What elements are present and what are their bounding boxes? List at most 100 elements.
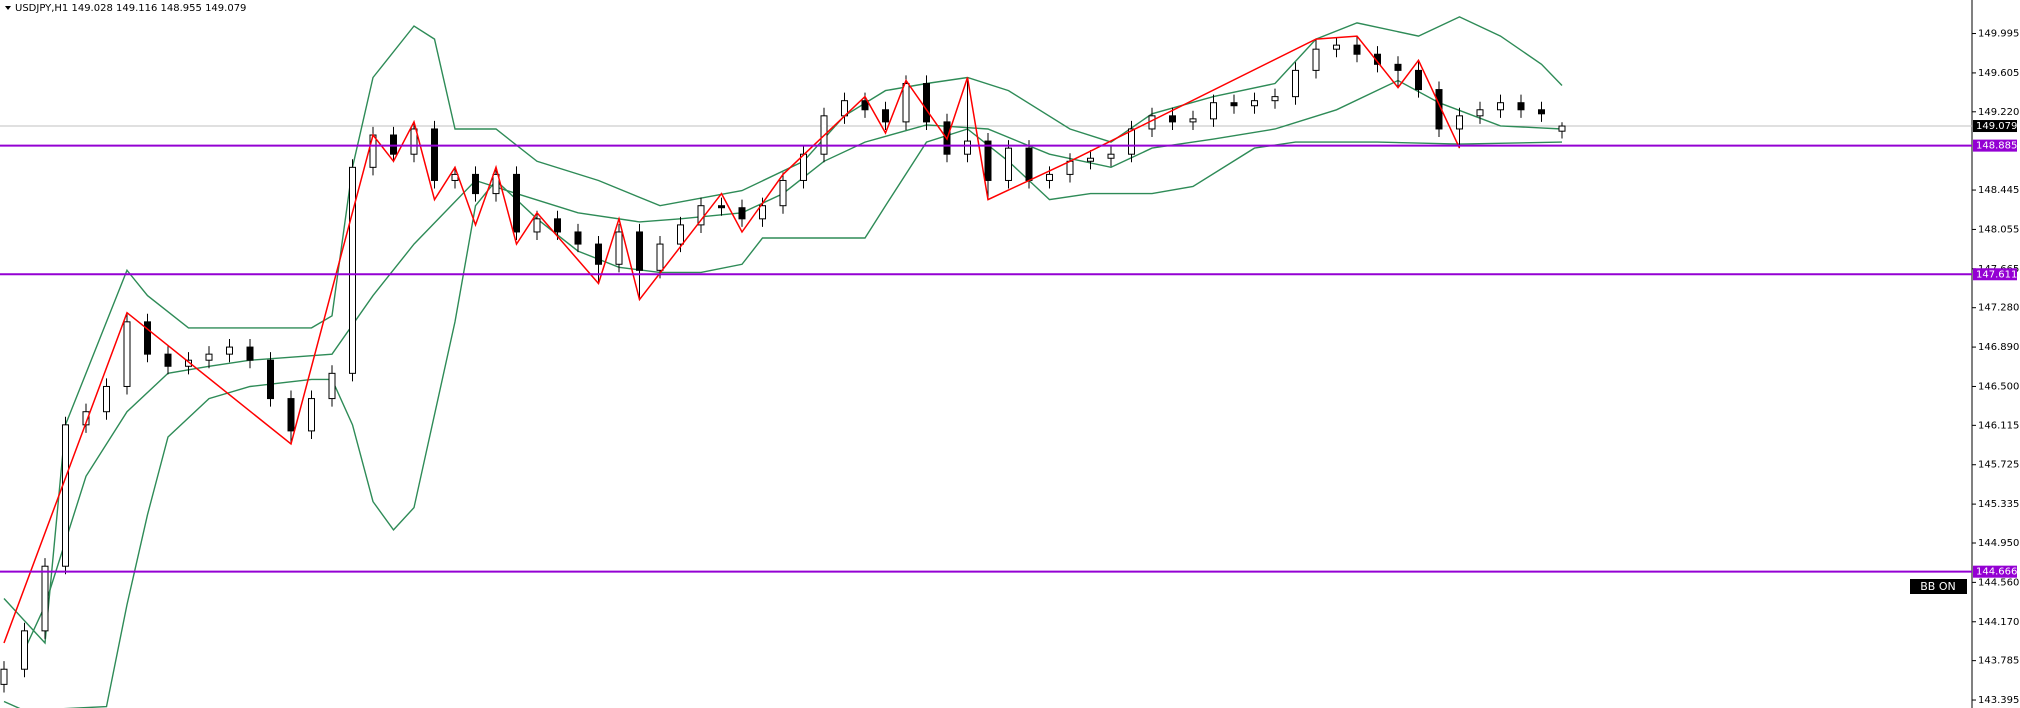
y-tick-label: 143.395: [1978, 695, 2019, 706]
candle-body: [1271, 96, 1279, 102]
candle-body: [1476, 109, 1484, 117]
candle-body: [164, 353, 172, 367]
header: USDJPY,H1 149.028 149.116 148.955 149.07…: [15, 3, 246, 14]
y-tick-label: 147.280: [1978, 303, 2019, 314]
candle-body: [1251, 100, 1258, 107]
candle-body: [1558, 125, 1566, 132]
y-tick-label: 143.785: [1978, 656, 2019, 667]
level-label-box: [1973, 268, 2017, 281]
y-tick-label: 149.995: [1978, 29, 2019, 40]
candle-body: [205, 353, 213, 361]
candle-body: [1353, 44, 1361, 55]
y-tick-label: 144.560: [1978, 577, 2019, 588]
candle-body: [554, 218, 561, 233]
annotation-box: [1910, 579, 1967, 594]
candle-body: [1005, 147, 1012, 181]
candle-body: [62, 424, 69, 567]
level-label-box: [1973, 139, 2017, 152]
y-tick-label: 146.500: [1978, 381, 2019, 392]
candle-body: [349, 166, 356, 374]
candle-body: [718, 205, 725, 209]
candle-body: [328, 372, 336, 400]
candle-body: [1169, 115, 1176, 123]
candle-body: [1497, 102, 1504, 111]
bollinger-band: [23, 79, 1563, 651]
candle-body: [964, 140, 971, 155]
candle-body: [308, 398, 315, 432]
candle-body: [267, 359, 274, 400]
candle-body: [41, 565, 49, 632]
candle-body: [287, 398, 295, 432]
candle-body: [1230, 102, 1238, 107]
y-tick-label: 148.445: [1978, 185, 2019, 196]
menu-icon[interactable]: [5, 6, 11, 10]
bollinger-band: [3, 16, 1563, 645]
candle-body: [656, 243, 664, 271]
candle-body: [0, 668, 8, 685]
candle-body: [1415, 69, 1422, 91]
y-tick-label: 145.725: [1978, 460, 2019, 471]
candle-body: [123, 321, 131, 387]
last-price-box: [1973, 120, 2017, 133]
candle-body: [533, 218, 541, 233]
candle-body: [1066, 160, 1074, 175]
candle-body: [1046, 173, 1053, 181]
level-label: 147.611: [1976, 269, 2017, 280]
candle-body: [492, 173, 500, 195]
candle-body: [1087, 157, 1094, 162]
candle-body: [882, 109, 889, 123]
candle-body: [1128, 128, 1135, 155]
candle-body: [923, 83, 930, 123]
y-tick-label: 146.890: [1978, 342, 2019, 353]
candle-body: [738, 207, 746, 220]
y-tick-label: 148.055: [1978, 224, 2019, 235]
candle-body: [1210, 102, 1217, 120]
candle-body: [390, 134, 397, 155]
candle-body: [861, 100, 869, 111]
candle-body: [1025, 147, 1033, 181]
candle-body: [21, 630, 28, 670]
candle-body: [226, 346, 233, 355]
candle-body: [677, 224, 684, 245]
candle-body: [636, 231, 643, 271]
candle-body: [103, 385, 110, 413]
candle-body: [1107, 153, 1115, 159]
candle-body: [369, 134, 377, 168]
candle-body: [1189, 118, 1197, 123]
candle-body: [246, 346, 254, 361]
level-label: 148.885: [1976, 141, 2017, 152]
candle-body: [1292, 69, 1299, 98]
candle-body: [902, 83, 910, 123]
zigzag: [3, 35, 1461, 644]
y-tick-label: 146.115: [1978, 420, 2019, 431]
candle-body: [800, 153, 807, 181]
candle-body: [1333, 44, 1340, 50]
y-tick-label: 149.220: [1978, 107, 2019, 118]
y-tick-label: 144.170: [1978, 617, 2019, 628]
y-tick-label: 144.950: [1978, 538, 2019, 549]
candle-body: [1394, 63, 1402, 71]
candle-body: [574, 231, 582, 245]
candle-body: [615, 231, 623, 265]
last-price-label: 149.079: [1976, 121, 2017, 132]
annotation: BB ON: [1920, 580, 1955, 593]
level-label-box: [1973, 565, 2017, 578]
bollinger-band: [3, 128, 1563, 708]
candle-body: [185, 359, 192, 367]
candle-body: [513, 173, 520, 233]
candle-body: [779, 179, 787, 207]
candle-body: [144, 321, 151, 355]
candle-body: [1456, 115, 1463, 130]
candle-body: [1312, 48, 1320, 71]
y-tick-label: 145.335: [1978, 499, 2019, 510]
candle-body: [759, 205, 766, 220]
candle-body: [1538, 109, 1545, 115]
candle-body: [472, 173, 479, 195]
candle-body: [431, 128, 438, 181]
y-tick-label: 149.605: [1978, 68, 2019, 79]
candle-body: [595, 243, 602, 265]
candle-body: [984, 140, 992, 181]
candle-body: [410, 128, 418, 155]
